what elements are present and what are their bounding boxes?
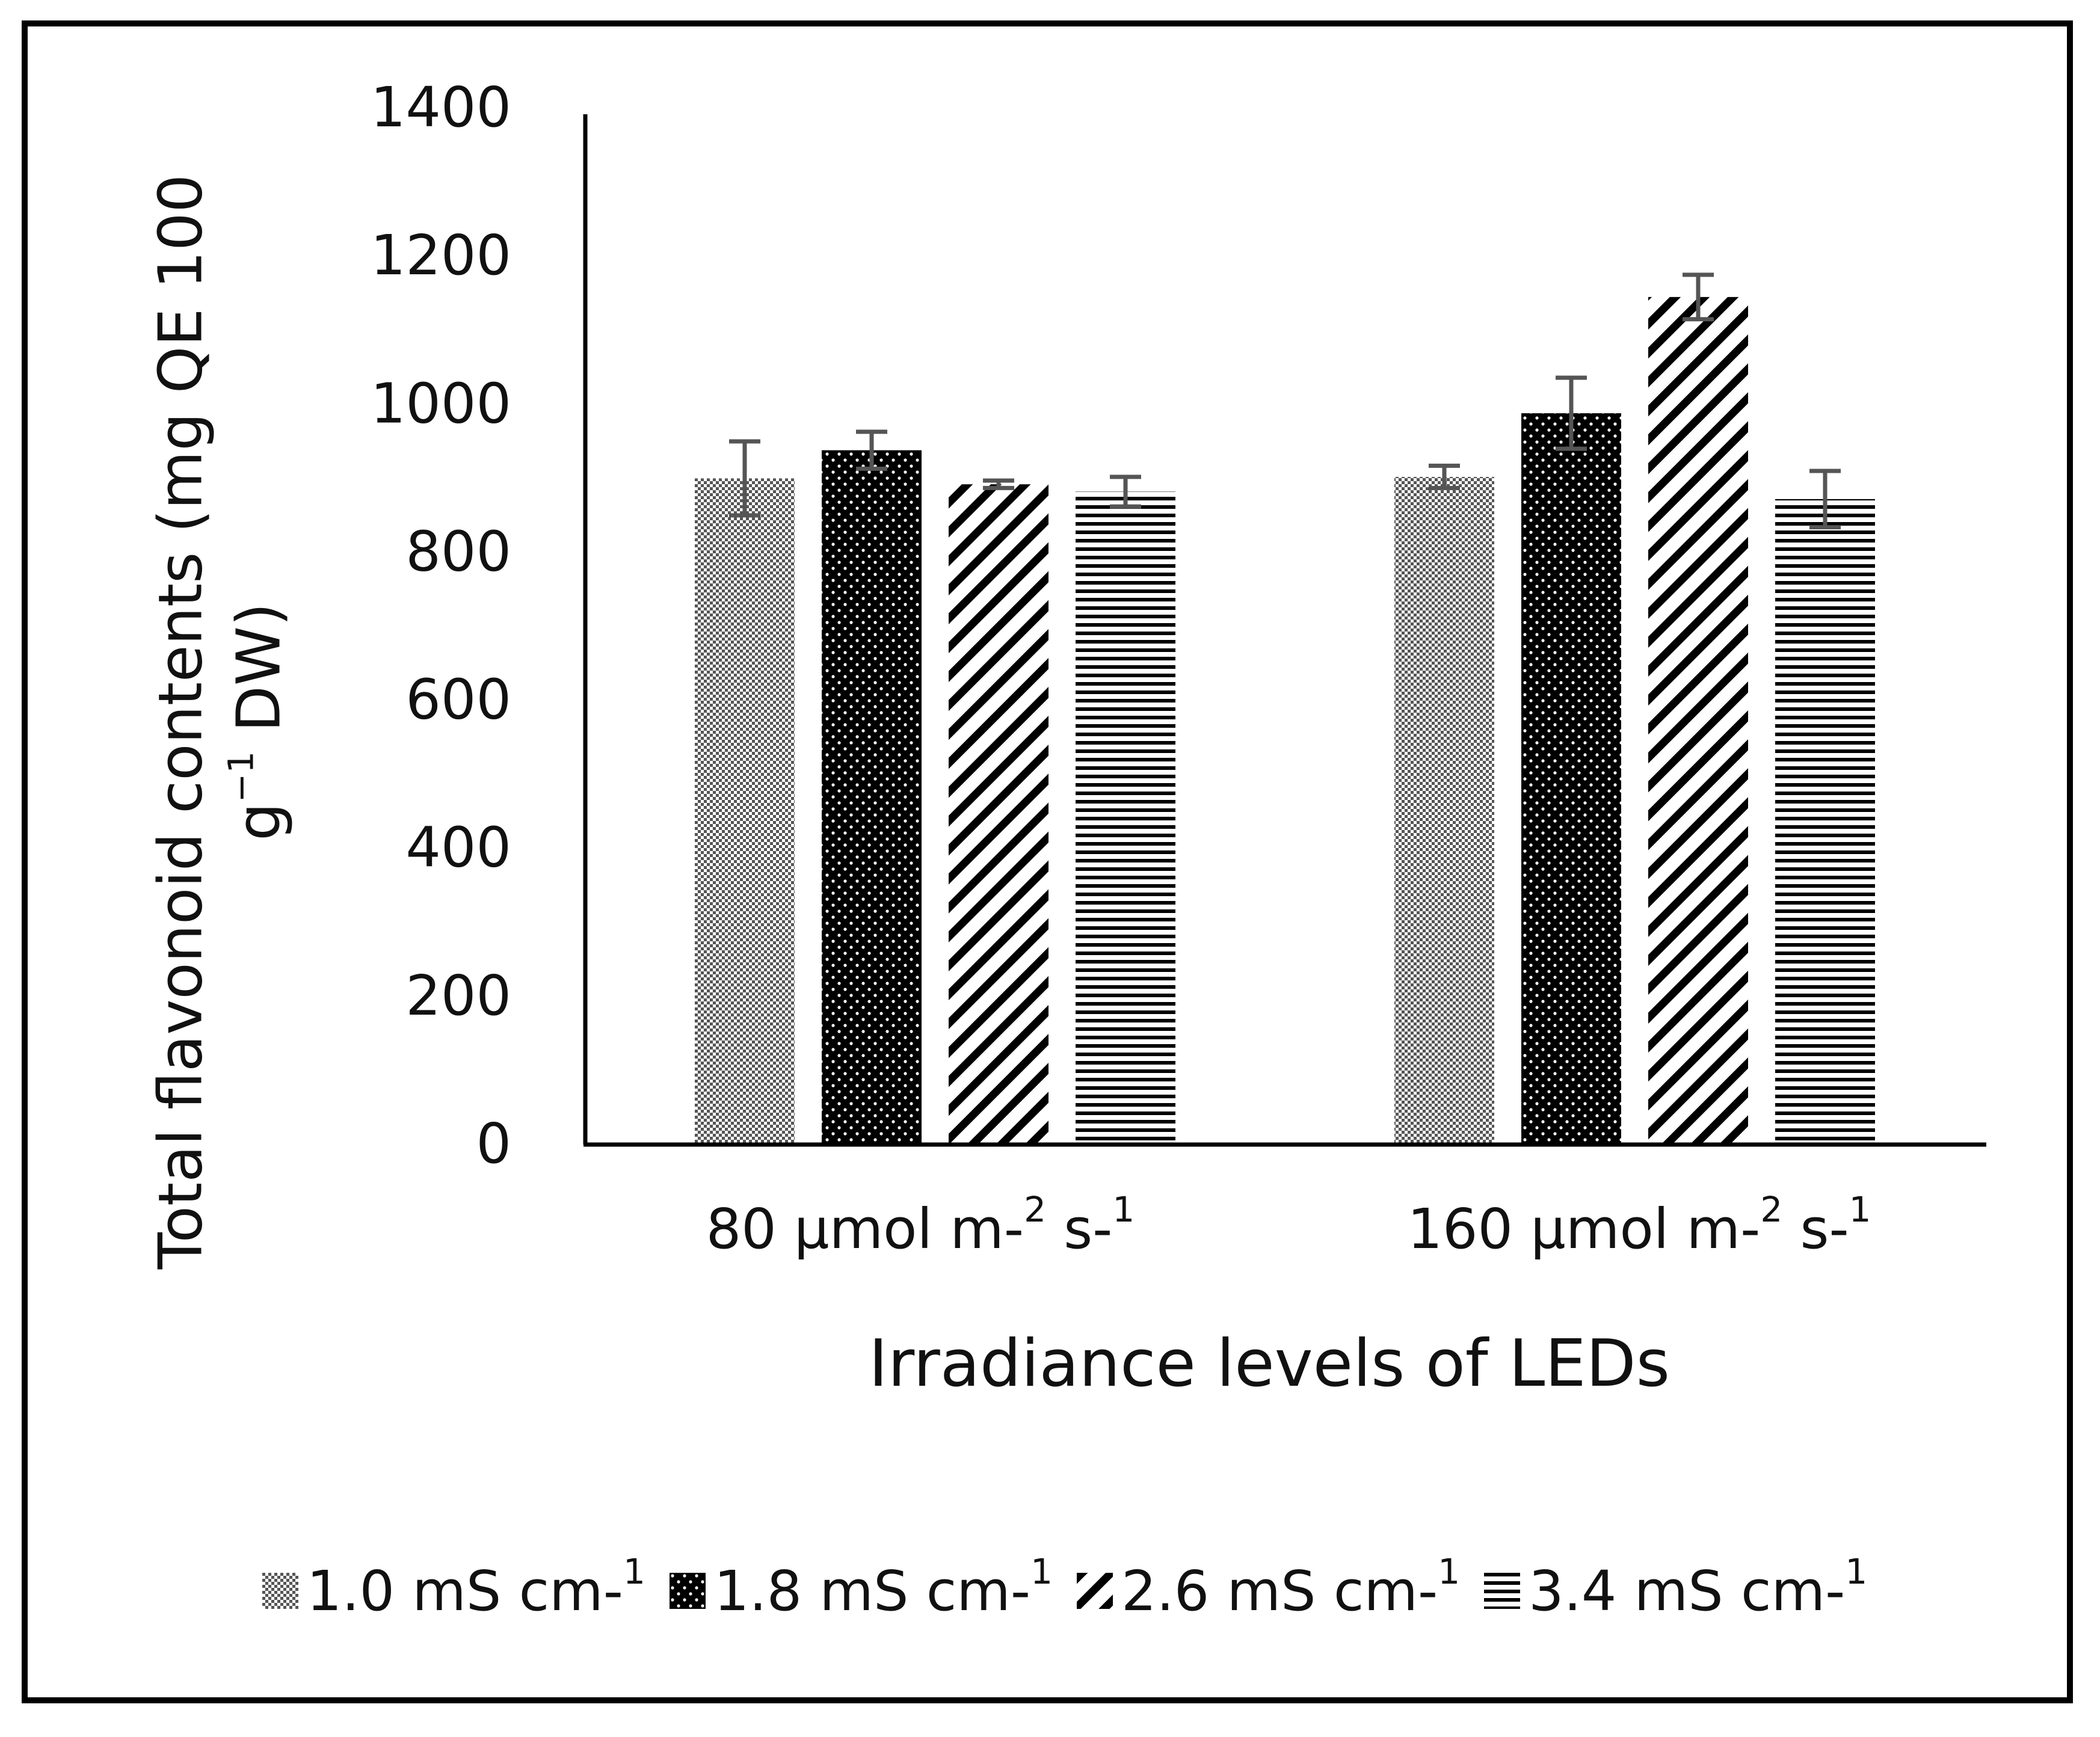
x-tick-label-160-mid: s- xyxy=(1782,1197,1849,1261)
error-bar-diagonal-1 xyxy=(1683,272,1714,322)
bar-crosshatch-1 xyxy=(1394,476,1494,1145)
x-tick-label-160-sup1: 2 xyxy=(1760,1189,1783,1230)
legend-label-1-8-sup: 1 xyxy=(1030,1551,1053,1592)
x-tick-label-80-sup1: 2 xyxy=(1024,1189,1046,1230)
y-tick-label-1400: 1400 xyxy=(371,75,511,140)
figure-frame xyxy=(22,20,2073,1703)
x-tick-label-160-sup2: 1 xyxy=(1849,1189,1871,1230)
x-tick-label-80-main: 80 µmol m- xyxy=(706,1197,1024,1261)
legend: 1.0 mS cm-1 1.8 mS cm-1 2.6 mS cm-1 3.4 … xyxy=(144,1551,1985,1630)
error-bar-horizontal-0 xyxy=(1110,475,1141,509)
legend-label-1-0-main: 1.0 mS cm- xyxy=(306,1558,623,1623)
bar-dots-0 xyxy=(822,450,922,1145)
bar-crosshatch-0 xyxy=(695,478,795,1145)
y-tick-label-200: 200 xyxy=(405,964,511,1028)
x-tick-label-80-mid: s- xyxy=(1046,1197,1113,1261)
x-tick-label-80-sup2: 1 xyxy=(1112,1189,1135,1230)
legend-label-3-4: 3.4 mS cm-1 xyxy=(1529,1551,1867,1623)
bar-dots-1 xyxy=(1521,413,1621,1145)
x-axis-title: Irradiance levels of LEDs xyxy=(869,1326,1670,1401)
legend-label-2-6-sup: 1 xyxy=(1438,1551,1461,1592)
legend-label-1-0: 1.0 mS cm-1 xyxy=(306,1551,645,1623)
legend-swatch-diagonal xyxy=(1077,1573,1113,1609)
y-tick-label-0: 0 xyxy=(476,1111,511,1176)
error-bar-crosshatch-1 xyxy=(1429,463,1460,490)
bar-diagonal-0 xyxy=(949,484,1048,1145)
error-bar-dots-0 xyxy=(856,429,887,471)
legend-label-1-8: 1.8 mS cm-1 xyxy=(713,1551,1053,1623)
error-bar-horizontal-1 xyxy=(1809,469,1841,530)
bar-horizontal-0 xyxy=(1076,491,1175,1145)
y-tick-label-400: 400 xyxy=(405,816,511,880)
legend-label-2-6: 2.6 mS cm-1 xyxy=(1121,1551,1460,1623)
legend-label-1-8-main: 1.8 mS cm- xyxy=(713,1558,1031,1623)
y-tick-label-1200: 1200 xyxy=(371,223,511,287)
legend-swatch-dots xyxy=(669,1573,706,1609)
bar-horizontal-1 xyxy=(1775,499,1875,1145)
legend-swatch-horizontal xyxy=(1484,1573,1521,1609)
error-bar-crosshatch-0 xyxy=(729,439,760,518)
legend-item-1-0: 1.0 mS cm-1 xyxy=(262,1551,645,1623)
legend-swatch-crosshatch xyxy=(262,1573,298,1609)
y-tick-label-800: 800 xyxy=(405,519,511,583)
legend-label-3-4-sup: 1 xyxy=(1845,1551,1868,1592)
error-bar-diagonal-0 xyxy=(983,478,1014,490)
bar-diagonal-1 xyxy=(1648,297,1748,1145)
legend-label-3-4-main: 3.4 mS cm- xyxy=(1529,1558,1846,1623)
error-bar-dots-1 xyxy=(1556,375,1587,451)
legend-label-1-0-sup: 1 xyxy=(623,1551,645,1592)
legend-item-1-8: 1.8 mS cm-1 xyxy=(669,1551,1053,1623)
legend-label-2-6-main: 2.6 mS cm- xyxy=(1121,1558,1438,1623)
x-tick-label-160: 160 µmol m-2 s-1 xyxy=(1353,1189,1925,1261)
x-tick-label-80: 80 µmol m-2 s-1 xyxy=(656,1189,1185,1261)
legend-item-2-6: 2.6 mS cm-1 xyxy=(1077,1551,1460,1623)
y-tick-label-1000: 1000 xyxy=(371,371,511,435)
y-tick-label-600: 600 xyxy=(405,668,511,732)
legend-item-3-4: 3.4 mS cm-1 xyxy=(1484,1551,1867,1623)
x-tick-label-160-main: 160 µmol m- xyxy=(1407,1197,1761,1261)
